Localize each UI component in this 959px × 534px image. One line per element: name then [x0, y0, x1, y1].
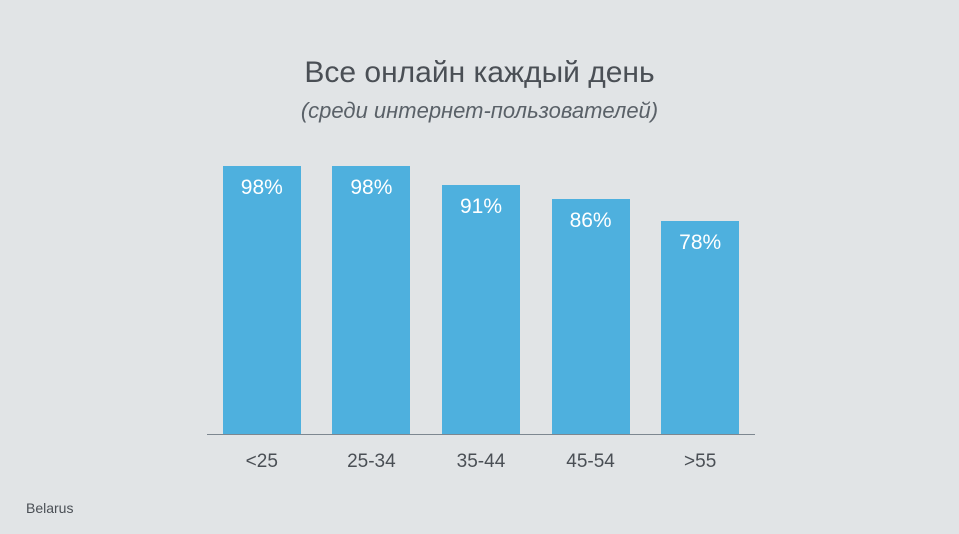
x-axis: [207, 434, 755, 435]
category-label: <25: [223, 451, 301, 473]
category-label: >55: [661, 451, 739, 473]
bar-col: 98%: [332, 166, 410, 436]
bar-col: 78%: [661, 221, 739, 436]
bar: 98%: [332, 166, 410, 436]
bar-col: 86%: [552, 199, 630, 436]
chart-subtitle: (среди интернет-пользователей): [0, 98, 959, 124]
bar-chart: 98%98%91%86%78% <2525-3435-4445-54>55: [207, 160, 755, 435]
slide: Все онлайн каждый день (среди интернет-п…: [0, 0, 959, 534]
bar: 98%: [223, 166, 301, 436]
bar: 78%: [661, 221, 739, 436]
bar-value-label: 98%: [223, 176, 301, 200]
category-label: 45-54: [552, 451, 630, 473]
bar-value-label: 98%: [332, 176, 410, 200]
bars-row: 98% 98% 91% 86% 78%: [207, 160, 755, 435]
bar-value-label: 78%: [661, 231, 739, 255]
bar: 91%: [442, 185, 520, 435]
footer-label: Belarus: [26, 500, 73, 516]
category-label: 35-44: [442, 451, 520, 473]
bar-value-label: 86%: [552, 209, 630, 233]
bar-value-label: 91%: [442, 195, 520, 219]
bar-col: 91%: [442, 185, 520, 435]
bar-col: 98%: [223, 166, 301, 436]
bar: 86%: [552, 199, 630, 436]
chart-title: Все онлайн каждый день: [0, 56, 959, 90]
category-row: <25 25-34 35-44 45-54 >55: [207, 451, 755, 473]
category-label: 25-34: [332, 451, 410, 473]
